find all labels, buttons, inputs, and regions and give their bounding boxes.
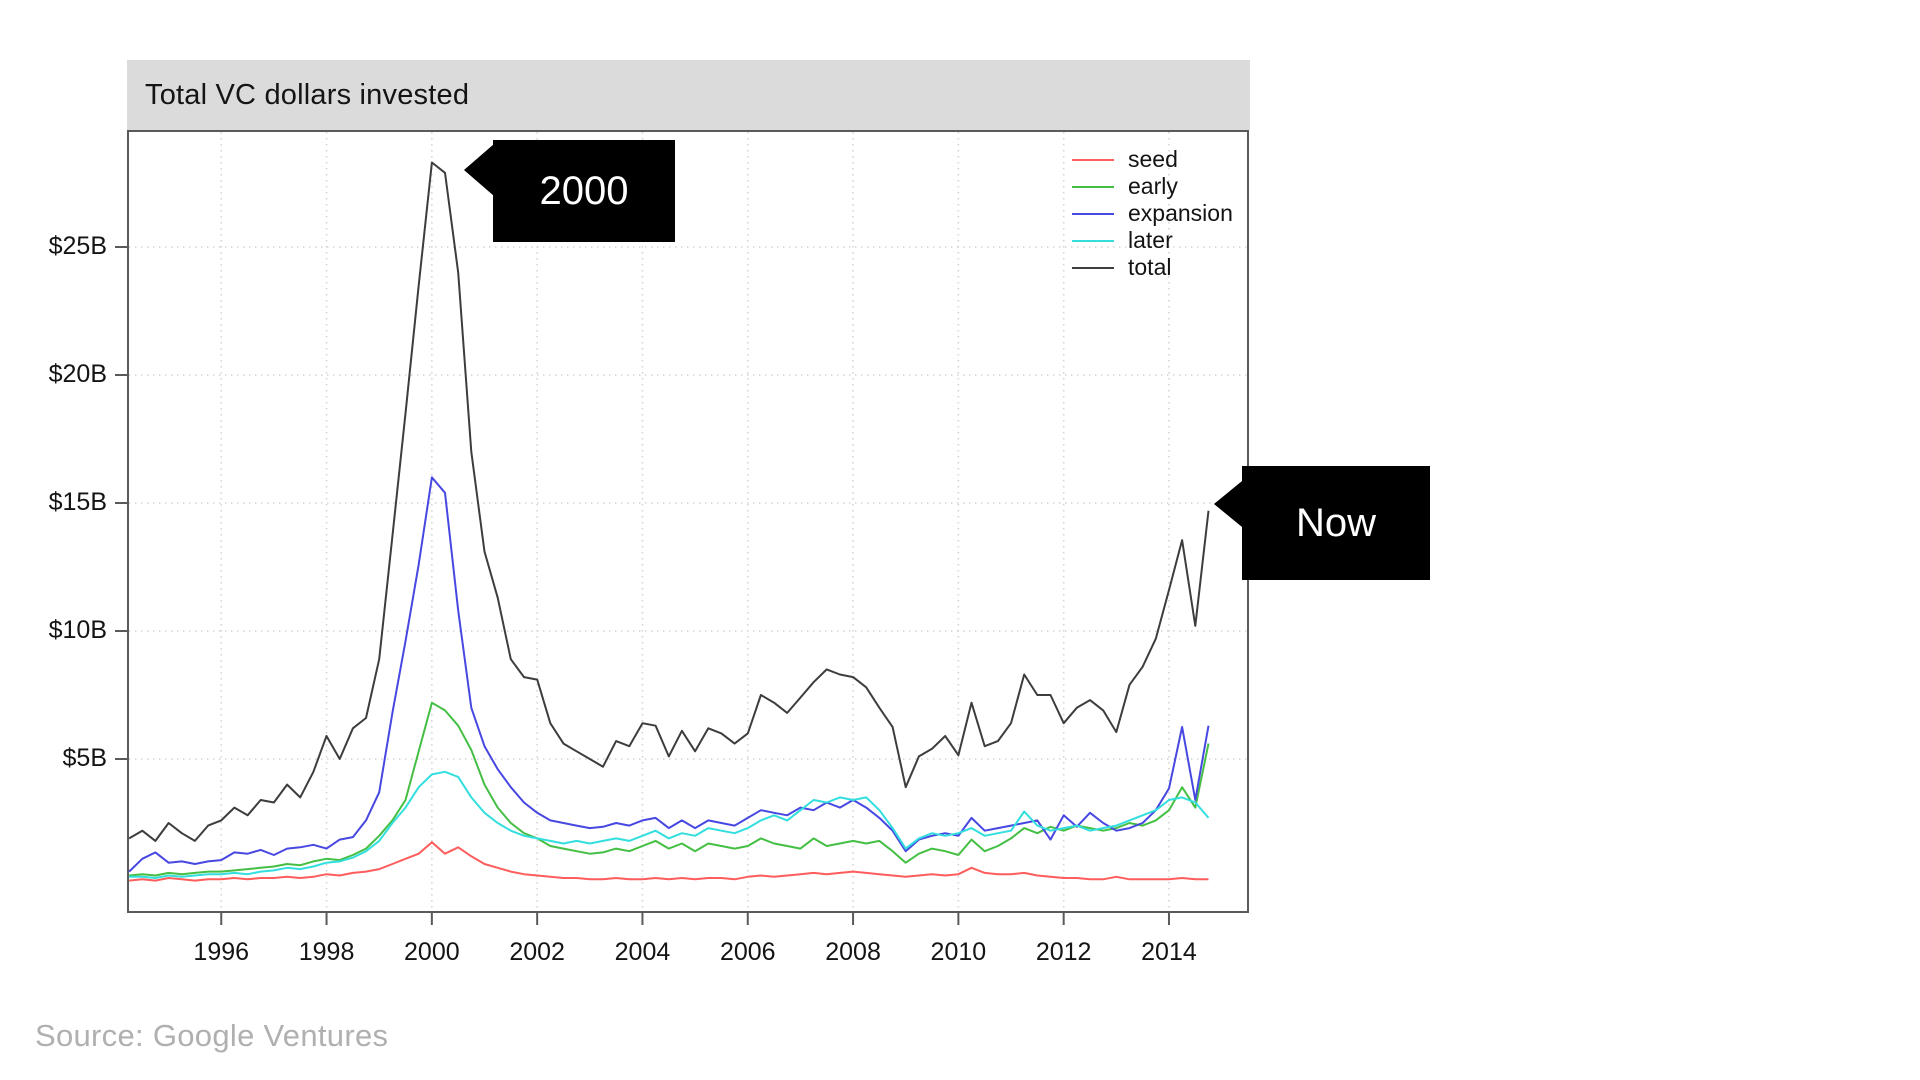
- series-line-later: [129, 770, 1210, 879]
- x-tick-label: 2006: [719, 938, 776, 966]
- callout-now: Now: [1214, 466, 1430, 580]
- callout-2000-label: 2000: [539, 168, 629, 213]
- y-tick-label: $5B: [62, 744, 107, 772]
- legend-swatch-early-icon: [1072, 185, 1114, 188]
- x-tick-label: 2000: [404, 938, 460, 966]
- x-tick-label: 2002: [509, 938, 565, 966]
- callout-2000-arrow-left-icon: [464, 144, 494, 196]
- legend-label: expansion: [1128, 200, 1233, 226]
- legend-swatch-seed-icon: [1072, 158, 1114, 161]
- plot-area: [115, 130, 1249, 925]
- legend-swatch-later-icon: [1072, 239, 1114, 242]
- legend-swatch-expansion-icon: [1072, 212, 1114, 215]
- x-tick-label: 2014: [1141, 938, 1197, 966]
- x-tick-label: 2008: [825, 938, 881, 966]
- legend-item-later: later: [1072, 229, 1233, 252]
- callout-now-label: Now: [1295, 500, 1377, 545]
- legend-item-expansion: expansion: [1072, 202, 1233, 225]
- chart-title: Total VC dollars invested: [145, 78, 470, 111]
- series-line-expansion: [128, 476, 1210, 873]
- legend-item-total: total: [1072, 256, 1233, 279]
- y-tick-label: $15B: [48, 488, 107, 516]
- y-tick-label: $20B: [48, 360, 107, 388]
- legend-label: early: [1128, 173, 1178, 199]
- legend-label: seed: [1128, 146, 1178, 172]
- x-tick-label: 2010: [930, 938, 987, 966]
- x-tick-label: 1996: [193, 938, 250, 966]
- callout-now-arrow-left-icon: [1214, 481, 1242, 527]
- callout-2000: 2000: [464, 140, 675, 242]
- y-tick-label: $25B: [48, 232, 107, 260]
- y-tick-label: $10B: [48, 616, 107, 644]
- x-tick-label: 1998: [298, 938, 355, 966]
- legend-label: total: [1128, 254, 1172, 280]
- chart-canvas: [115, 132, 1247, 925]
- chart-header: Total VC dollars invested: [127, 60, 1250, 130]
- legend: seed early expansion later total: [1072, 148, 1233, 279]
- series-line-total: [128, 161, 1210, 842]
- series-line-early: [129, 701, 1210, 877]
- legend-label: later: [1128, 227, 1173, 253]
- legend-item-early: early: [1072, 175, 1233, 198]
- source-note: Source: Google Ventures: [35, 1018, 389, 1053]
- legend-item-seed: seed: [1072, 148, 1233, 171]
- x-tick-label: 2004: [614, 938, 671, 966]
- legend-swatch-total-icon: [1072, 266, 1114, 269]
- series-line-seed: [129, 841, 1209, 882]
- x-tick-label: 2012: [1035, 938, 1092, 966]
